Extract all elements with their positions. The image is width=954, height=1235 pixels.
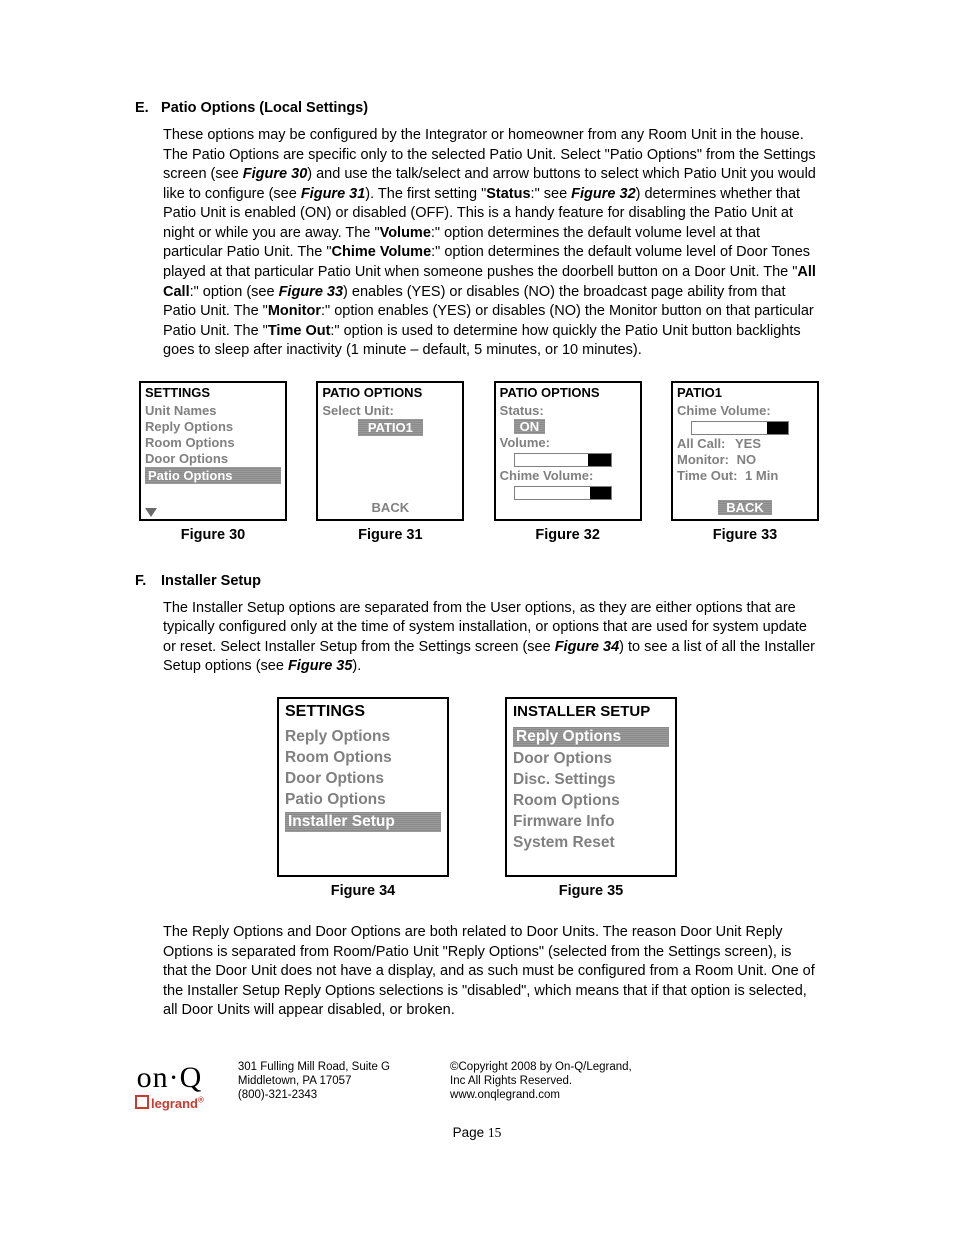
section-f-heading: F. Installer Setup <box>135 573 819 589</box>
page-number: Page 15 <box>135 1125 819 1141</box>
fig35-caption: Figure 35 <box>559 883 623 899</box>
fig33-panel: PATIO1 Chime Volume: All Call: YES Monit… <box>671 381 819 521</box>
fig30-caption: Figure 30 <box>181 527 245 543</box>
logo-legrand-text: legrand <box>151 1096 198 1111</box>
fig33-chime-label: Chime Volume: <box>677 403 813 418</box>
fig35-panel: INSTALLER SETUP Reply Options Door Optio… <box>505 697 677 877</box>
fig31-back-button: BACK <box>322 500 458 517</box>
fig34-item-1: Room Options <box>285 749 441 767</box>
fig30-item-3: Door Options <box>145 451 281 466</box>
fig30-panel: SETTINGS Unit Names Reply Options Room O… <box>139 381 287 521</box>
fig34-item-2: Door Options <box>285 770 441 788</box>
fig35-item-2: Room Options <box>513 792 669 810</box>
fig32-volume-slider <box>514 453 612 467</box>
figures-34-35-row: SETTINGS Reply Options Room Options Door… <box>135 697 819 899</box>
footer-addr1: 301 Fulling Mill Road, Suite G <box>238 1061 390 1073</box>
fig31-select-label: Select Unit: <box>322 403 458 418</box>
fig33-allcall-value: YES <box>735 436 761 451</box>
fig32-status-label: Status: <box>500 403 636 418</box>
legrand-square-icon <box>135 1095 149 1109</box>
footer-addr2: Middletown, PA 17057 <box>238 1075 390 1087</box>
fig30-item-selected: Patio Options <box>145 467 281 484</box>
fig34-item-0: Reply Options <box>285 728 441 746</box>
section-f-title: Installer Setup <box>161 573 261 589</box>
fig32-title: PATIO OPTIONS <box>500 385 636 400</box>
fig34-item-3: Patio Options <box>285 791 441 809</box>
fig33-caption: Figure 33 <box>713 527 777 543</box>
fig32-caption: Figure 32 <box>535 527 599 543</box>
fig33-back-button: BACK <box>718 500 772 515</box>
section-e-paragraph: These options may be configured by the I… <box>163 126 819 361</box>
fig33-title: PATIO1 <box>677 385 813 400</box>
footer-copy1: ©Copyright 2008 by On-Q/Legrand, <box>450 1061 632 1073</box>
page-footer: on·Q legrand® 301 Fulling Mill Road, Sui… <box>135 1061 819 1111</box>
fig33-timeout-label: Time Out: <box>677 468 737 483</box>
onq-legrand-logo: on·Q legrand® <box>135 1061 204 1111</box>
fig33-monitor-label: Monitor: <box>677 452 729 467</box>
fig34-title: SETTINGS <box>285 703 441 721</box>
section-e-heading: E. Patio Options (Local Settings) <box>135 100 819 116</box>
section-e-title: Patio Options (Local Settings) <box>161 100 368 116</box>
fig35-item-1: Disc. Settings <box>513 771 669 789</box>
fig30-item-0: Unit Names <box>145 403 281 418</box>
footer-address-col: 301 Fulling Mill Road, Suite G Middletow… <box>238 1061 390 1103</box>
fig33-monitor-value: NO <box>737 452 757 467</box>
fig31-title: PATIO OPTIONS <box>322 385 458 400</box>
fig30-title: SETTINGS <box>145 385 281 400</box>
footer-copyright-col: ©Copyright 2008 by On-Q/Legrand, Inc All… <box>450 1061 632 1103</box>
fig33-timeout-value: 1 Min <box>745 468 778 483</box>
fig30-down-arrow-icon <box>145 508 157 517</box>
section-e-letter: E. <box>135 100 157 116</box>
fig34-item-selected: Installer Setup <box>285 812 441 832</box>
fig35-item-4: System Reset <box>513 834 669 852</box>
fig32-panel: PATIO OPTIONS Status: ON Volume: Chime V… <box>494 381 642 521</box>
fig35-item-selected: Reply Options <box>513 727 669 747</box>
fig30-item-1: Reply Options <box>145 419 281 434</box>
section-f-paragraph-2: The Reply Options and Door Options are b… <box>163 923 819 1021</box>
section-f-letter: F. <box>135 573 157 589</box>
fig33-chime-slider <box>691 421 789 435</box>
section-f-paragraph-1: The Installer Setup options are separate… <box>163 599 819 677</box>
fig31-caption: Figure 31 <box>358 527 422 543</box>
fig32-status-value: ON <box>514 419 546 434</box>
footer-copy2: Inc All Rights Reserved. <box>450 1075 632 1087</box>
logo-onq-text: on·Q <box>137 1061 203 1095</box>
fig35-title: INSTALLER SETUP <box>513 703 669 720</box>
fig33-allcall-label: All Call: <box>677 436 725 451</box>
fig31-panel: PATIO OPTIONS Select Unit: PATIO1 BACK <box>316 381 464 521</box>
fig32-chime-slider <box>514 486 612 500</box>
figures-30-33-row: SETTINGS Unit Names Reply Options Room O… <box>139 381 819 543</box>
fig32-chime-label: Chime Volume: <box>500 468 636 483</box>
footer-url: www.onqlegrand.com <box>450 1089 632 1101</box>
fig30-item-2: Room Options <box>145 435 281 450</box>
fig32-volume-label: Volume: <box>500 435 636 450</box>
fig35-item-0: Door Options <box>513 750 669 768</box>
footer-columns: 301 Fulling Mill Road, Suite G Middletow… <box>238 1061 632 1103</box>
fig31-selected-unit: PATIO1 <box>358 419 423 436</box>
footer-phone: (800)-321-2343 <box>238 1089 390 1101</box>
fig35-item-3: Firmware Info <box>513 813 669 831</box>
fig34-caption: Figure 34 <box>331 883 395 899</box>
fig34-panel: SETTINGS Reply Options Room Options Door… <box>277 697 449 877</box>
